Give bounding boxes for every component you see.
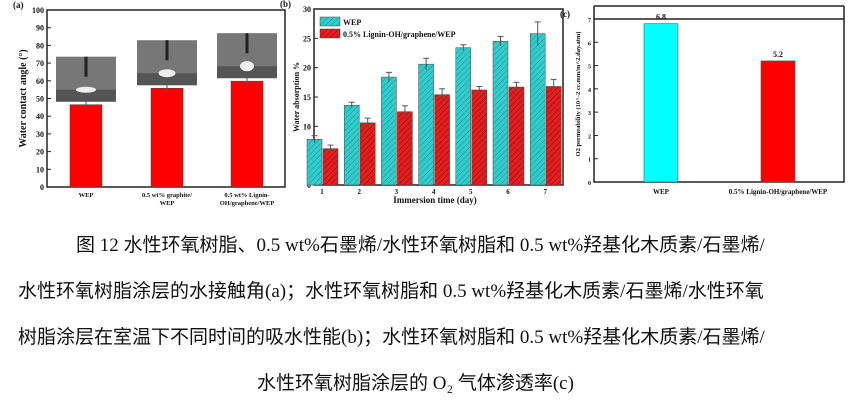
b-bar-lignin — [508, 86, 525, 186]
b-bar-lignin — [471, 89, 488, 186]
caption-line-4: 水性环氧树脂涂层的 O₂ 气体渗透率(c) — [257, 373, 574, 394]
b-x-tick-label: 3 — [395, 188, 399, 196]
b-y-tick-label: 30 — [303, 5, 311, 14]
a-panel-label: (a) — [13, 0, 24, 10]
a-y-tick-label: 100 — [32, 6, 44, 15]
a-y-axis-label: Water contact angle (°) — [18, 49, 29, 148]
b-legend-label: WEP — [343, 18, 361, 27]
caption-line-2: 水性环氧树脂涂层的水接触角(a)；水性环氧树脂和 0.5 wt%羟基化木质素/石… — [18, 281, 764, 302]
b-bar-wep — [492, 41, 509, 186]
c-y-tick-label: 2 — [588, 134, 591, 140]
c-bar — [760, 60, 796, 183]
c-panel-label: (c) — [560, 9, 570, 19]
b-bar-lignin — [322, 148, 339, 186]
b-bar-wep — [306, 138, 323, 186]
a-y-tick-label: 50 — [36, 95, 44, 104]
b-x-tick-label: 2 — [357, 188, 361, 196]
c-y-tick-label: 4 — [588, 88, 591, 94]
a-water-droplet — [76, 86, 96, 93]
c-data-label: 6.8 — [656, 13, 666, 22]
c-y-tick-label: 0 — [588, 181, 591, 187]
a-water-droplet — [158, 69, 176, 78]
a-water-droplet — [240, 61, 254, 72]
a-photo-substrate — [137, 73, 197, 86]
b-y-tick-label: 25 — [303, 34, 311, 43]
caption-line-3: 树脂涂层在室温下不同时间的吸水性能(b)；水性环氧树脂和 0.5 wt%羟基化木… — [18, 327, 765, 348]
b-legend-swatch — [319, 16, 341, 27]
b-bar-lignin — [545, 86, 562, 186]
a-bar — [69, 104, 103, 188]
a-y-tick-label: 40 — [36, 112, 44, 121]
a-syringe-needle — [245, 33, 249, 54]
caption-line-1: 图 12 水性环氧树脂、0.5 wt%石墨烯/水性环氧树脂和 0.5 wt%羟基… — [76, 235, 765, 256]
b-panel-label: (b) — [280, 0, 291, 9]
c-bar — [643, 23, 679, 183]
c-x-tick-label: 0.5% Lignin-OH/graphene/WEP — [729, 188, 828, 196]
a-y-tick-label: 70 — [36, 59, 44, 68]
b-x-tick-label: 4 — [432, 188, 436, 196]
a-y-tick-label: 90 — [36, 24, 44, 33]
b-y-tick-label: 15 — [303, 93, 311, 102]
b-bar-lignin — [397, 111, 413, 186]
b-y-tick-label: 20 — [303, 64, 311, 73]
c-plot-frame — [593, 18, 845, 183]
b-x-tick-label: 6 — [506, 188, 510, 196]
c-y-tick-label: 3 — [588, 111, 591, 117]
a-y-tick-label: 10 — [36, 165, 44, 174]
b-x-axis-label: Immersion time (day) — [393, 195, 476, 205]
a-y-tick-label: 80 — [36, 41, 44, 50]
c-y-tick-label: 6 — [588, 41, 591, 47]
c-y-tick-label: 1 — [588, 158, 591, 164]
b-y-axis-label: Water absorption % — [292, 62, 301, 132]
a-photo-substrate — [56, 89, 116, 102]
b-bar-wep — [381, 76, 397, 186]
b-bar-wep — [418, 63, 434, 186]
a-bar — [150, 87, 184, 188]
b-bar-wep — [455, 47, 472, 186]
b-legend-swatch — [319, 28, 341, 39]
a-y-tick-label: 30 — [36, 130, 44, 139]
a-y-tick-label: 20 — [36, 148, 44, 157]
a-x-tick-label: 0.5 wt% graphite/ — [142, 192, 192, 199]
a-y-tick-label: 60 — [36, 77, 44, 86]
c-y-tick-label: 5 — [588, 65, 591, 71]
a-syringe-needle — [165, 40, 169, 61]
b-x-tick-label: 5 — [469, 188, 473, 196]
a-photo-substrate — [217, 66, 277, 79]
c-x-tick-label: WEP — [653, 188, 670, 196]
b-y-tick-label: 10 — [303, 122, 311, 131]
b-bar-lignin — [434, 94, 450, 186]
b-bar-wep — [529, 33, 546, 186]
c-y-tick-label: 7 — [588, 18, 591, 24]
a-y-tick-label: 0 — [40, 183, 44, 192]
b-bar-wep — [343, 104, 360, 186]
a-bar — [230, 80, 264, 188]
b-x-tick-label: 7 — [543, 188, 547, 196]
c-y-axis-label: O2 permeability (10^-2 cc.mm/m^2.day.atm… — [575, 32, 582, 157]
b-x-tick-label: 1 — [320, 188, 324, 196]
a-x-tick-label: WEP — [79, 192, 94, 199]
a-x-tick-label: WEP — [160, 200, 175, 207]
c-data-label: 5.2 — [773, 50, 783, 59]
b-bar-lignin — [359, 122, 376, 186]
b-legend-label: 0.5% Lignin-OH/graphene/WEP — [343, 30, 456, 39]
b-y-tick-label: 0 — [307, 181, 311, 190]
a-x-tick-label: 0.5 wt% Lignin- — [224, 192, 269, 199]
a-x-tick-label: OH/graphene/WEP — [220, 200, 275, 207]
a-syringe-needle — [84, 56, 88, 77]
